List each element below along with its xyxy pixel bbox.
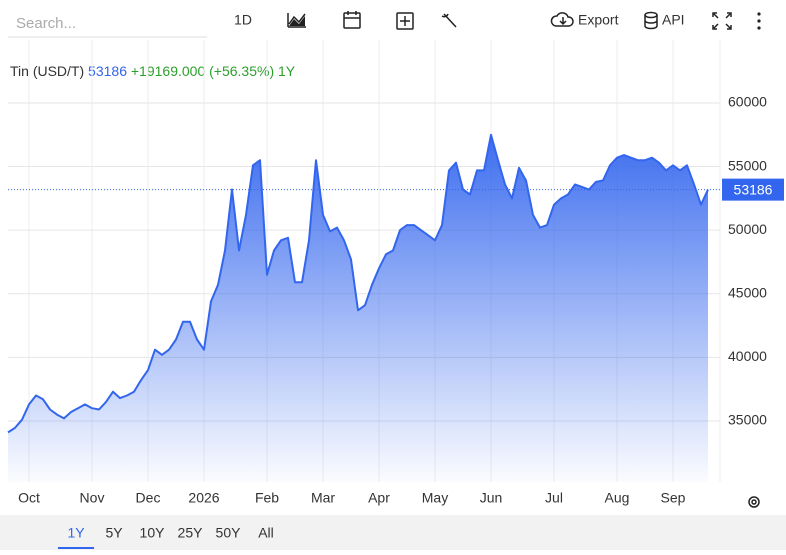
x-tick-label: Jun	[480, 490, 503, 506]
period: 1Y	[278, 63, 296, 79]
last-value: 53186	[88, 63, 127, 79]
api-icon[interactable]	[644, 11, 658, 30]
change: +19169.000 (+56.35%)	[131, 63, 274, 79]
search-box[interactable]: Search...	[16, 15, 76, 32]
x-tick-label: Dec	[136, 490, 161, 506]
add-icon[interactable]	[396, 12, 414, 30]
x-tick-label: Mar	[311, 490, 335, 506]
area	[8, 134, 708, 483]
line	[7, 133, 709, 434]
settings-tool-icon[interactable]	[441, 13, 457, 28]
export-icon[interactable]	[550, 12, 574, 27]
chart-type-icon[interactable]	[287, 13, 306, 28]
range-button[interactable]: All	[258, 525, 274, 541]
x-tick-label: Sep	[661, 490, 686, 506]
plot: Oct Nov Dec 2026 Feb Mar Apr May Jun Jul Aug Sep 350…	[7, 40, 784, 506]
x-tick-label: Aug	[605, 490, 630, 506]
x-tick-label: Feb	[255, 490, 279, 506]
fullscreen-icon[interactable]	[712, 12, 732, 30]
menu-icon[interactable]	[757, 12, 761, 30]
range-bar	[0, 515, 786, 550]
chart-title: Tin (USD/T)	[10, 63, 84, 79]
x-tick-label: Nov	[80, 490, 105, 506]
api-button[interactable]: API	[662, 12, 685, 28]
last-value-box	[722, 178, 784, 201]
y-tick-label: 45000	[728, 284, 767, 300]
y-tick-label: 40000	[728, 348, 767, 364]
interval-button[interactable]: 1D	[234, 12, 252, 28]
x-tick-label: Jul	[545, 490, 563, 506]
x-tick-label: May	[422, 490, 448, 506]
y-tick-label: 60000	[728, 94, 767, 110]
x-tick-label: Oct	[18, 490, 40, 506]
calendar-icon[interactable]	[343, 11, 361, 29]
x-tick-label: Apr	[368, 490, 390, 506]
chart-header: Tin (USD/T) 53186 +19169.000 (+56.35%) 1…	[10, 63, 296, 79]
export-button[interactable]: Export	[578, 12, 619, 28]
y-tick-label: 55000	[728, 157, 767, 173]
range-buttons: 1Y 5Y 10Y 25Y 50Y All	[58, 525, 274, 549]
y-tick-label: 50000	[728, 221, 767, 237]
range-button[interactable]: 50Y	[216, 525, 242, 541]
range-button[interactable]: 1Y	[67, 525, 85, 541]
range-button[interactable]: 25Y	[178, 525, 204, 541]
range-button[interactable]: 10Y	[140, 525, 166, 541]
x-tick-label: 2026	[188, 490, 219, 506]
y-tick-label: 35000	[728, 412, 767, 428]
gear-icon[interactable]	[748, 496, 760, 508]
range-button[interactable]: 5Y	[105, 525, 123, 541]
last-value-label: 53186	[734, 181, 773, 197]
